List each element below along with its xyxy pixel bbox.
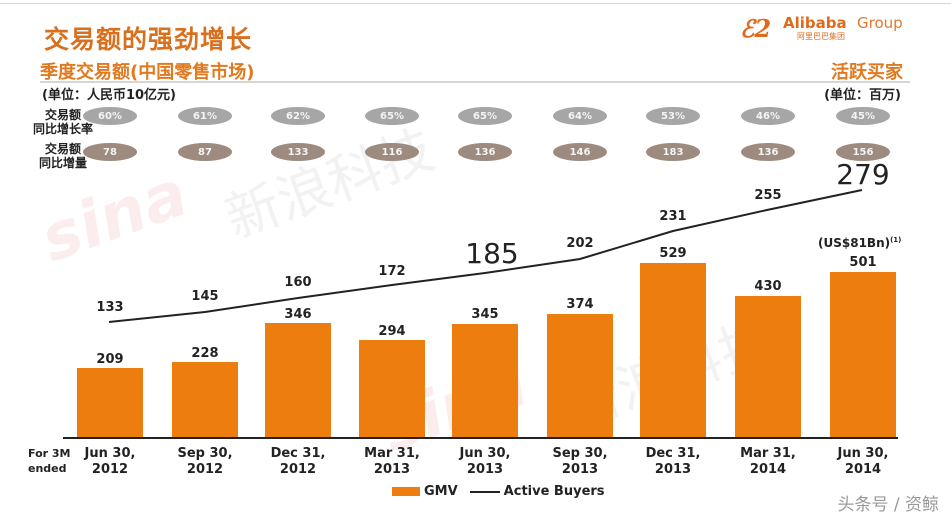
gmv-bar: [265, 323, 331, 437]
logo-cn: 阿里巴巴集团: [797, 32, 845, 41]
header-divider: [40, 81, 910, 83]
gmv-value-label: 345: [471, 307, 499, 322]
rate-pill: 62%: [271, 107, 325, 125]
increment-pill: 183: [646, 143, 700, 161]
increment-pill: 116: [365, 143, 419, 161]
gmv-value-label: 430: [754, 279, 782, 294]
buyers-value-label: 231: [659, 209, 687, 224]
alibaba-logo: ℰ2 Alibaba Group 阿里巴巴集团: [740, 12, 930, 43]
x-tick-label: Jun 30, 2013: [459, 446, 511, 477]
gmv-bar: [359, 340, 425, 437]
gmv-bar: [640, 263, 706, 437]
rate-pill: 60%: [83, 107, 137, 125]
x-tick-label: Jun 30, 2012: [84, 446, 136, 477]
buyers-value-label-highlight: 185: [465, 237, 519, 270]
buyers-unit: (单位：百万): [824, 88, 901, 103]
x-tick-label: Dec 31, 2013: [645, 446, 701, 477]
source-credit: 头条号 / 资鲸: [837, 495, 939, 515]
logo-group: Group: [857, 14, 903, 32]
gmv-value-label: 294: [378, 324, 406, 339]
buyers-value-label: 172: [378, 264, 406, 279]
x-tick-label: Jun 30, 2014: [837, 446, 889, 477]
rate-label-line2: 同比增长率: [32, 122, 93, 136]
footnote-ref: (1): [890, 236, 902, 244]
buyers-value-label: 145: [191, 289, 219, 304]
increment-pill: 136: [741, 143, 795, 161]
gmv-value-label: 374: [566, 297, 594, 312]
line-swatch-icon: [469, 490, 500, 493]
gmv-subtitle: 季度交易额(中国零售市场): [40, 62, 255, 83]
buyers-value-label-highlight: 279: [836, 158, 890, 191]
gmv-bar: [830, 272, 896, 437]
rate-pill: 53%: [646, 107, 700, 125]
increment-pill: 146: [553, 143, 607, 161]
chart-legend: GMV Active Buyers: [392, 484, 605, 499]
rate-row-label: 交易额 同比增长率: [18, 108, 108, 136]
prefix-line1: For 3M: [28, 447, 71, 460]
increment-pill: 87: [178, 143, 232, 161]
gmv-value-label: 529: [659, 246, 687, 261]
gmv-bar: [172, 362, 238, 437]
gmv-bar: [452, 324, 518, 437]
usd-annotation: (US$81Bn)(1): [818, 236, 901, 250]
buyers-value-label: 160: [284, 275, 312, 290]
increment-row-label: 交易额 同比增量: [18, 142, 108, 170]
buyers-value-label: 133: [96, 300, 124, 315]
x-tick-label: Sep 30, 2012: [177, 446, 233, 477]
x-tick-label: Mar 31, 2014: [740, 446, 796, 477]
inc-label-line2: 同比增量: [38, 156, 87, 170]
gmv-bar: [735, 296, 801, 437]
rate-pill: 64%: [553, 107, 607, 125]
rate-label-line1: 交易额: [44, 108, 81, 122]
buyers-subtitle: 活跃买家: [831, 62, 903, 83]
x-tick-label: Mar 31, 2013: [364, 446, 420, 477]
gmv-bar: [77, 368, 143, 437]
rate-pill: 45%: [836, 107, 890, 125]
increment-pill: 136: [458, 143, 512, 161]
gmv-value-label: 209: [96, 352, 124, 367]
logo-brand: Alibaba: [783, 14, 847, 32]
x-tick-label: Dec 31, 2012: [270, 446, 326, 477]
gmv-unit: (单位：人民币10亿元): [42, 88, 176, 103]
increment-pill: 133: [271, 143, 325, 161]
gmv-value-label: 501: [849, 255, 877, 270]
gmv-swatch-icon: [392, 487, 420, 496]
gmv-value-label: 346: [284, 307, 312, 322]
buyers-value-label: 202: [566, 236, 594, 251]
buyers-value-label: 255: [754, 188, 782, 203]
increment-pill: 156: [836, 143, 890, 161]
page-title: 交易额的强劲增长: [44, 25, 253, 54]
gmv-value-label: 228: [191, 346, 219, 361]
rate-pill: 65%: [458, 107, 512, 125]
legend-buyers-label: Active Buyers: [503, 484, 605, 499]
x-axis: [63, 437, 898, 439]
prefix-line2: ended: [28, 462, 67, 475]
usd-annotation-text: (US$81Bn): [818, 236, 891, 250]
gmv-bar: [547, 314, 613, 437]
alibaba-logo-icon: ℰ2: [740, 14, 772, 43]
rate-pill: 61%: [178, 107, 232, 125]
inc-label-line1: 交易额: [44, 142, 81, 156]
increment-pill: 78: [83, 143, 137, 161]
x-tick-label: Sep 30, 2013: [552, 446, 608, 477]
legend-gmv-label: GMV: [424, 484, 458, 499]
rate-pill: 46%: [741, 107, 795, 125]
top-border: [0, 3, 951, 4]
x-axis-prefix: For 3M ended: [28, 446, 70, 476]
rate-pill: 65%: [365, 107, 419, 125]
